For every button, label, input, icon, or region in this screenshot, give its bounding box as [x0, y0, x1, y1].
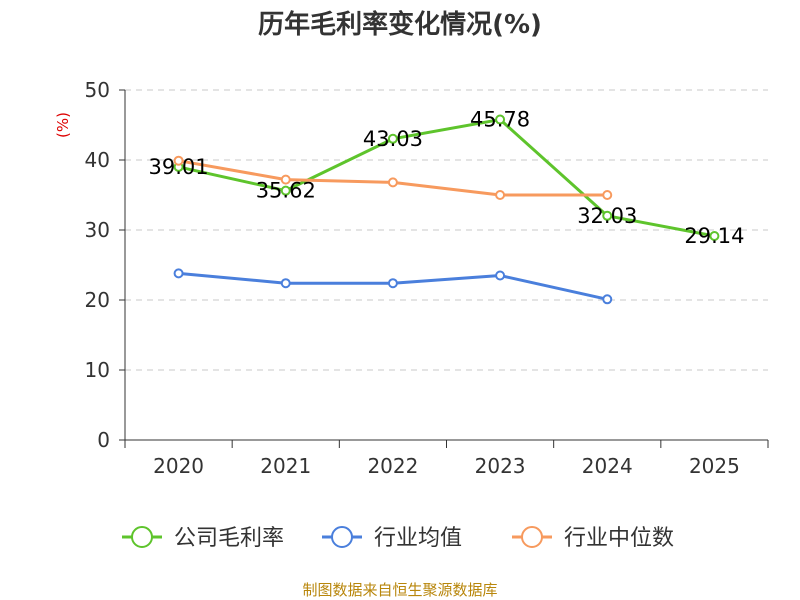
x-tick-label: 2020	[153, 454, 204, 478]
x-ticks: 2020 2021 2022 2023 2024 2025	[124, 440, 769, 478]
series-line-company	[178, 118, 715, 238]
data-label: 32.03	[577, 204, 637, 228]
legend-marker-industry-mean	[331, 526, 353, 548]
x-tick-label: 2022	[367, 454, 418, 478]
legend-label-industry-median: 行业中位数	[564, 526, 674, 551]
chart-title: 历年毛利率变化情况(%)	[258, 9, 542, 40]
data-point-industry-median	[387, 177, 398, 188]
data-label: 29.14	[684, 224, 744, 248]
y-tick-label: 40	[85, 148, 110, 172]
data-point-company	[280, 185, 291, 196]
data-point-industry-mean	[387, 278, 398, 289]
y-axis-label: (%)	[54, 112, 72, 138]
data-point-industry-median	[495, 190, 506, 200]
y-ticks: 0 10 20 30 40 50	[85, 78, 125, 452]
gridlines	[125, 89, 768, 371]
data-label: 39.01	[149, 155, 209, 179]
legend-marker-company	[131, 526, 153, 548]
data-point-industry-mean	[602, 294, 613, 305]
x-tick-label: 2023	[475, 454, 526, 478]
data-point-company	[495, 114, 506, 125]
legend-marker-industry-median	[521, 526, 543, 548]
data-point-industry-mean	[173, 268, 184, 279]
y-tick-label: 50	[85, 78, 110, 102]
y-tick-label: 0	[97, 428, 110, 452]
axes	[124, 90, 768, 441]
data-point-company	[387, 133, 398, 144]
data-label: 45.78	[470, 108, 530, 132]
y-tick-label: 20	[85, 288, 110, 312]
legend-label-company: 公司毛利率	[174, 526, 284, 551]
x-tick-label: 2021	[260, 454, 311, 478]
series-group	[173, 114, 720, 305]
data-point-company	[602, 210, 613, 221]
data-label: 35.62	[256, 179, 316, 203]
data-point-industry-mean	[280, 278, 291, 289]
y-tick-label: 10	[85, 358, 110, 382]
legend[interactable]: 公司毛利率 行业均值 行业中位数	[122, 526, 674, 551]
data-label: 43.03	[363, 127, 423, 151]
legend-label-industry-mean: 行业均值	[374, 526, 462, 551]
data-point-company	[709, 231, 720, 242]
y-tick-label: 30	[85, 218, 110, 242]
data-point-industry-median	[280, 174, 291, 185]
data-point-industry-mean	[495, 270, 506, 281]
data-point-industry-median	[602, 190, 613, 200]
data-point-industry-median	[173, 155, 184, 166]
source-note: 制图数据来自恒生聚源数据库	[302, 581, 497, 599]
x-tick-label: 2025	[689, 454, 740, 478]
x-tick-label: 2024	[582, 454, 633, 478]
data-labels: 39.01 35.62 43.03 45.78 32.03 29.14	[149, 108, 745, 248]
